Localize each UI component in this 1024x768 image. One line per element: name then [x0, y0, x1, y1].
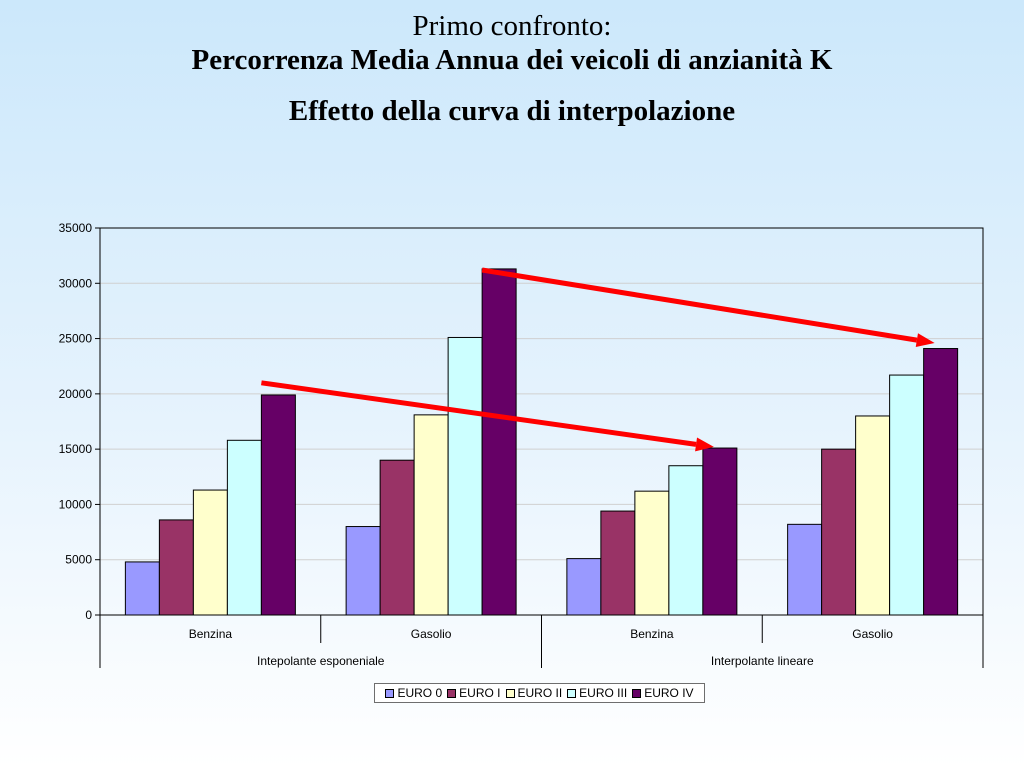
slide-title-line2: Percorrenza Media Annua dei veicoli di a… [191, 44, 833, 76]
slide-title-block: Primo confronto: Percorrenza Media Annua… [0, 8, 1024, 129]
annotation-arrow-head [695, 437, 714, 452]
y-tick-label: 30000 [59, 276, 93, 290]
bar-euro-0 [124, 561, 160, 616]
bar-euro-0 [345, 526, 381, 616]
bar-euro-0 [787, 523, 823, 616]
legend-label: EURO III [579, 686, 628, 700]
annotation-arrow-shaft [481, 267, 918, 343]
bars [124, 268, 959, 616]
x-group-label: Interpolante lineare [711, 654, 814, 668]
bar-euro-ii [634, 490, 670, 616]
annotation-arrow-shaft [261, 380, 697, 447]
slide-subtitle: Effetto della curva di interpolazione [288, 95, 736, 127]
bar-euro-iii [226, 439, 262, 616]
bar-euro-iv [260, 394, 296, 616]
legend-swatch [447, 688, 457, 698]
annotation-arrow-head [915, 333, 935, 348]
bar-euro-iii [668, 465, 704, 616]
y-tick-label: 15000 [59, 442, 93, 456]
bar-euro-i [600, 510, 636, 616]
y-tick-label: 10000 [59, 497, 93, 511]
legend-swatch [567, 688, 577, 698]
legend-item: EURO II [505, 686, 563, 700]
legend-swatch [632, 688, 642, 698]
bar-euro-i [379, 459, 415, 616]
chart-legend: EURO 0 EURO I EURO II EURO III EURO IV [374, 683, 705, 703]
x-category-label: Gasolio [852, 627, 893, 641]
bar-euro-i [158, 519, 194, 616]
annotation-arrows [261, 267, 935, 452]
legend-swatch [385, 688, 395, 698]
legend-label: EURO II [517, 686, 563, 700]
x-group-label: Intepolante esponeniale [257, 654, 385, 668]
axes: 0 5000 10000 15000 20000 25000 30000 35000 Benzi… [59, 221, 984, 668]
legend-item: EURO IV [632, 686, 694, 700]
bar-euro-ii [855, 415, 891, 616]
legend-item: EURO 0 [385, 686, 442, 700]
y-tick-label: 0 [85, 608, 92, 622]
bar-euro-ii [192, 489, 228, 616]
slide-title-line1: Primo confronto: [412, 10, 612, 42]
bar-euro-ii [413, 414, 449, 616]
y-tick-label: 20000 [59, 387, 93, 401]
bar-euro-0 [566, 558, 602, 616]
y-tick-label: 5000 [65, 553, 92, 567]
x-category-label: Benzina [630, 627, 674, 641]
bar-euro-iv [702, 447, 738, 616]
bar-euro-i [821, 448, 857, 616]
x-category-label: Gasolio [411, 627, 452, 641]
bar-euro-iv [923, 348, 959, 616]
legend-label: EURO 0 [397, 686, 443, 700]
legend-label: EURO I [459, 686, 501, 700]
bar-euro-iii [447, 336, 483, 616]
plot-frame [99, 227, 984, 615]
x-category-label: Benzina [189, 627, 233, 641]
legend-item: EURO III [567, 686, 627, 700]
bar-euro-iii [889, 374, 925, 616]
legend-item: EURO I [447, 686, 501, 700]
y-tick-label: 35000 [59, 221, 93, 235]
legend-label: EURO IV [644, 686, 694, 700]
bar-euro-iv [481, 268, 517, 616]
y-tick-label: 25000 [59, 332, 93, 346]
legend-swatch [505, 688, 515, 698]
